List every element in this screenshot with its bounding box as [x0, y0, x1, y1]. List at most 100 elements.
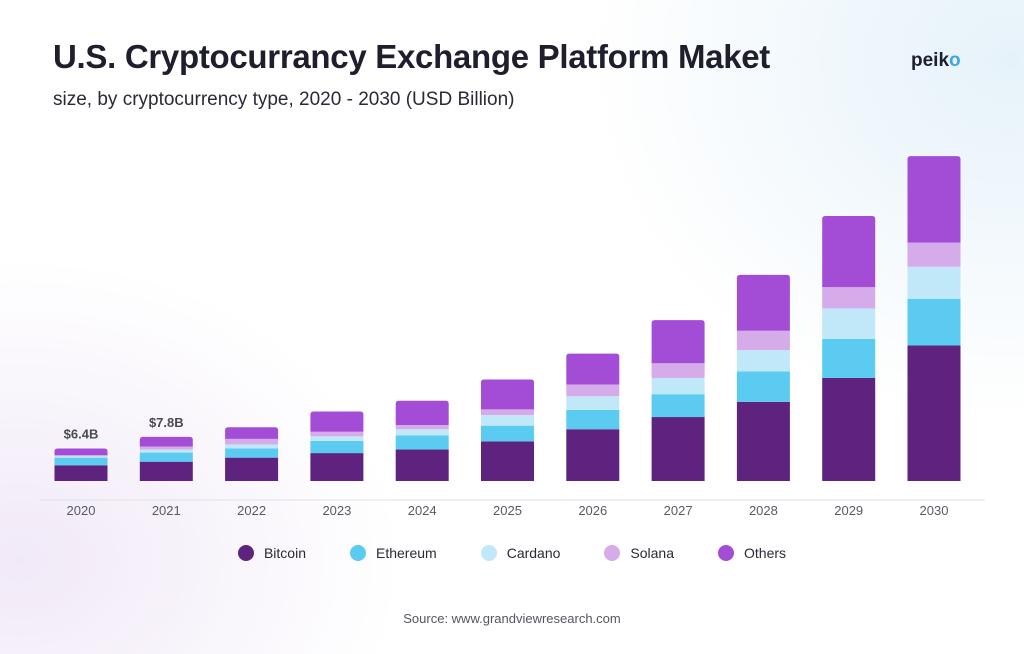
bar-segment-others-2029	[822, 216, 876, 288]
bar-segment-bitcoin-2027	[651, 417, 705, 481]
bar-segment-others-2023	[310, 411, 364, 432]
bar-segment-bitcoin-2028	[736, 401, 790, 481]
x-tick-label-2023: 2023	[322, 503, 351, 518]
bar-segment-others-2022	[225, 427, 279, 439]
data-label-2021: $7.8B	[149, 415, 184, 430]
chart-legend: Bitcoin Ethereum Cardano Solana Others	[0, 545, 1024, 561]
bar-segment-cardano-2023	[310, 436, 364, 441]
bar-segment-others-2026	[566, 353, 620, 385]
bar-segment-ethereum-2021	[139, 452, 193, 462]
bar-segment-cardano-2029	[822, 308, 876, 339]
bar-segment-solana-2030	[907, 242, 961, 267]
bar-2028	[736, 274, 790, 481]
brand-logo: peiko	[911, 50, 961, 72]
legend-swatch-others	[718, 545, 734, 561]
bar-segment-solana-2029	[822, 287, 876, 309]
x-tick-label-2025: 2025	[493, 503, 522, 518]
bar-segment-solana-2024	[395, 425, 449, 430]
bar-segment-others-2021	[139, 436, 193, 447]
bar-segment-solana-2020	[54, 455, 108, 457]
bar-segment-ethereum-2022	[225, 448, 279, 458]
brand-logo-mark: o	[949, 50, 961, 71]
bar-segment-ethereum-2026	[566, 409, 620, 430]
bar-segment-solana-2026	[566, 384, 620, 397]
legend-swatch-solana	[604, 545, 621, 561]
bar-segment-solana-2023	[310, 431, 364, 437]
x-tick-label-2027: 2027	[664, 503, 693, 518]
bar-segment-ethereum-2029	[822, 338, 876, 378]
bar-segment-ethereum-2027	[651, 394, 705, 418]
bar-segment-cardano-2026	[566, 396, 620, 410]
bar-segment-ethereum-2028	[736, 371, 790, 402]
legend-item-bitcoin: Bitcoin	[237, 545, 306, 561]
bar-2022	[225, 427, 279, 481]
bar-segment-bitcoin-2026	[566, 429, 620, 481]
x-tick-label-2029: 2029	[834, 503, 863, 518]
legend-swatch-ethereum	[350, 545, 366, 561]
bar-2021	[139, 436, 193, 481]
bar-segment-cardano-2025	[481, 415, 534, 426]
bar-segment-bitcoin-2030	[907, 345, 961, 481]
bar-segment-bitcoin-2023	[310, 453, 364, 481]
bar-segment-cardano-2024	[395, 429, 449, 436]
bar-segment-others-2020	[54, 448, 108, 456]
legend-label-solana: Solana	[630, 545, 674, 561]
bar-segment-bitcoin-2020	[54, 465, 108, 481]
legend-item-ethereum: Ethereum	[350, 545, 437, 561]
x-tick-label-2024: 2024	[408, 503, 437, 518]
source-note: Source: www.grandviewresearch.com	[403, 611, 621, 626]
bar-segment-others-2028	[736, 274, 790, 331]
bar-2026	[566, 353, 620, 481]
bar-segment-others-2030	[907, 156, 961, 243]
brand-logo-text: peik	[911, 50, 950, 71]
bar-segment-cardano-2022	[225, 444, 279, 449]
bar-segment-ethereum-2024	[395, 435, 449, 450]
x-tick-label-2022: 2022	[237, 503, 266, 518]
bar-2029	[822, 216, 876, 481]
legend-item-cardano: Cardano	[480, 545, 561, 561]
x-tick-label-2021: 2021	[152, 503, 181, 518]
bar-segment-others-2024	[395, 400, 449, 426]
bar-segment-bitcoin-2022	[225, 457, 279, 481]
chart-subtitle: size, by cryptocurrency type, 2020 - 203…	[53, 89, 515, 110]
data-label-2020: $6.4B	[64, 427, 99, 442]
bar-segment-others-2025	[481, 379, 534, 410]
legend-label-bitcoin: Bitcoin	[263, 545, 306, 561]
bar-2030	[907, 156, 961, 481]
legend-item-others: Others	[718, 545, 786, 561]
legend-label-others: Others	[744, 545, 787, 561]
x-tick-label-2028: 2028	[749, 503, 778, 518]
legend-swatch-bitcoin	[237, 545, 254, 561]
bar-segment-solana-2021	[139, 446, 193, 450]
bar-segment-solana-2028	[736, 330, 790, 351]
bar-segment-ethereum-2030	[907, 298, 961, 346]
bar-segment-bitcoin-2029	[822, 377, 876, 481]
bar-segment-cardano-2020	[54, 456, 108, 458]
legend-label-ethereum: Ethereum	[376, 545, 437, 561]
x-tick-label-2030: 2030	[920, 503, 949, 518]
bar-2024	[395, 400, 449, 481]
bar-segment-cardano-2021	[139, 449, 193, 453]
bar-segment-ethereum-2020	[54, 457, 108, 466]
bar-segment-bitcoin-2024	[395, 449, 449, 481]
bar-segment-ethereum-2023	[310, 440, 364, 454]
legend-item-solana: Solana	[604, 545, 674, 561]
bar-segment-solana-2022	[225, 438, 279, 445]
x-tick-label-2026: 2026	[578, 503, 607, 518]
bar-segment-solana-2025	[481, 409, 534, 416]
bar-segment-bitcoin-2021	[139, 461, 193, 481]
x-tick-label-2020: 2020	[67, 503, 96, 518]
bar-2027	[651, 320, 705, 481]
bar-segment-cardano-2027	[651, 377, 705, 395]
bar-segment-cardano-2030	[907, 266, 961, 299]
bar-segment-others-2027	[651, 320, 705, 364]
bar-2020	[54, 448, 108, 481]
legend-swatch-cardano	[480, 545, 497, 561]
chart-title: U.S. Cryptocurrancy Exchange Platform Ma…	[53, 38, 770, 75]
bar-2025	[481, 379, 534, 481]
bar-segment-solana-2027	[651, 363, 705, 378]
bar-segment-ethereum-2025	[481, 425, 534, 442]
bar-2023	[310, 411, 364, 481]
legend-label-cardano: Cardano	[506, 545, 561, 561]
